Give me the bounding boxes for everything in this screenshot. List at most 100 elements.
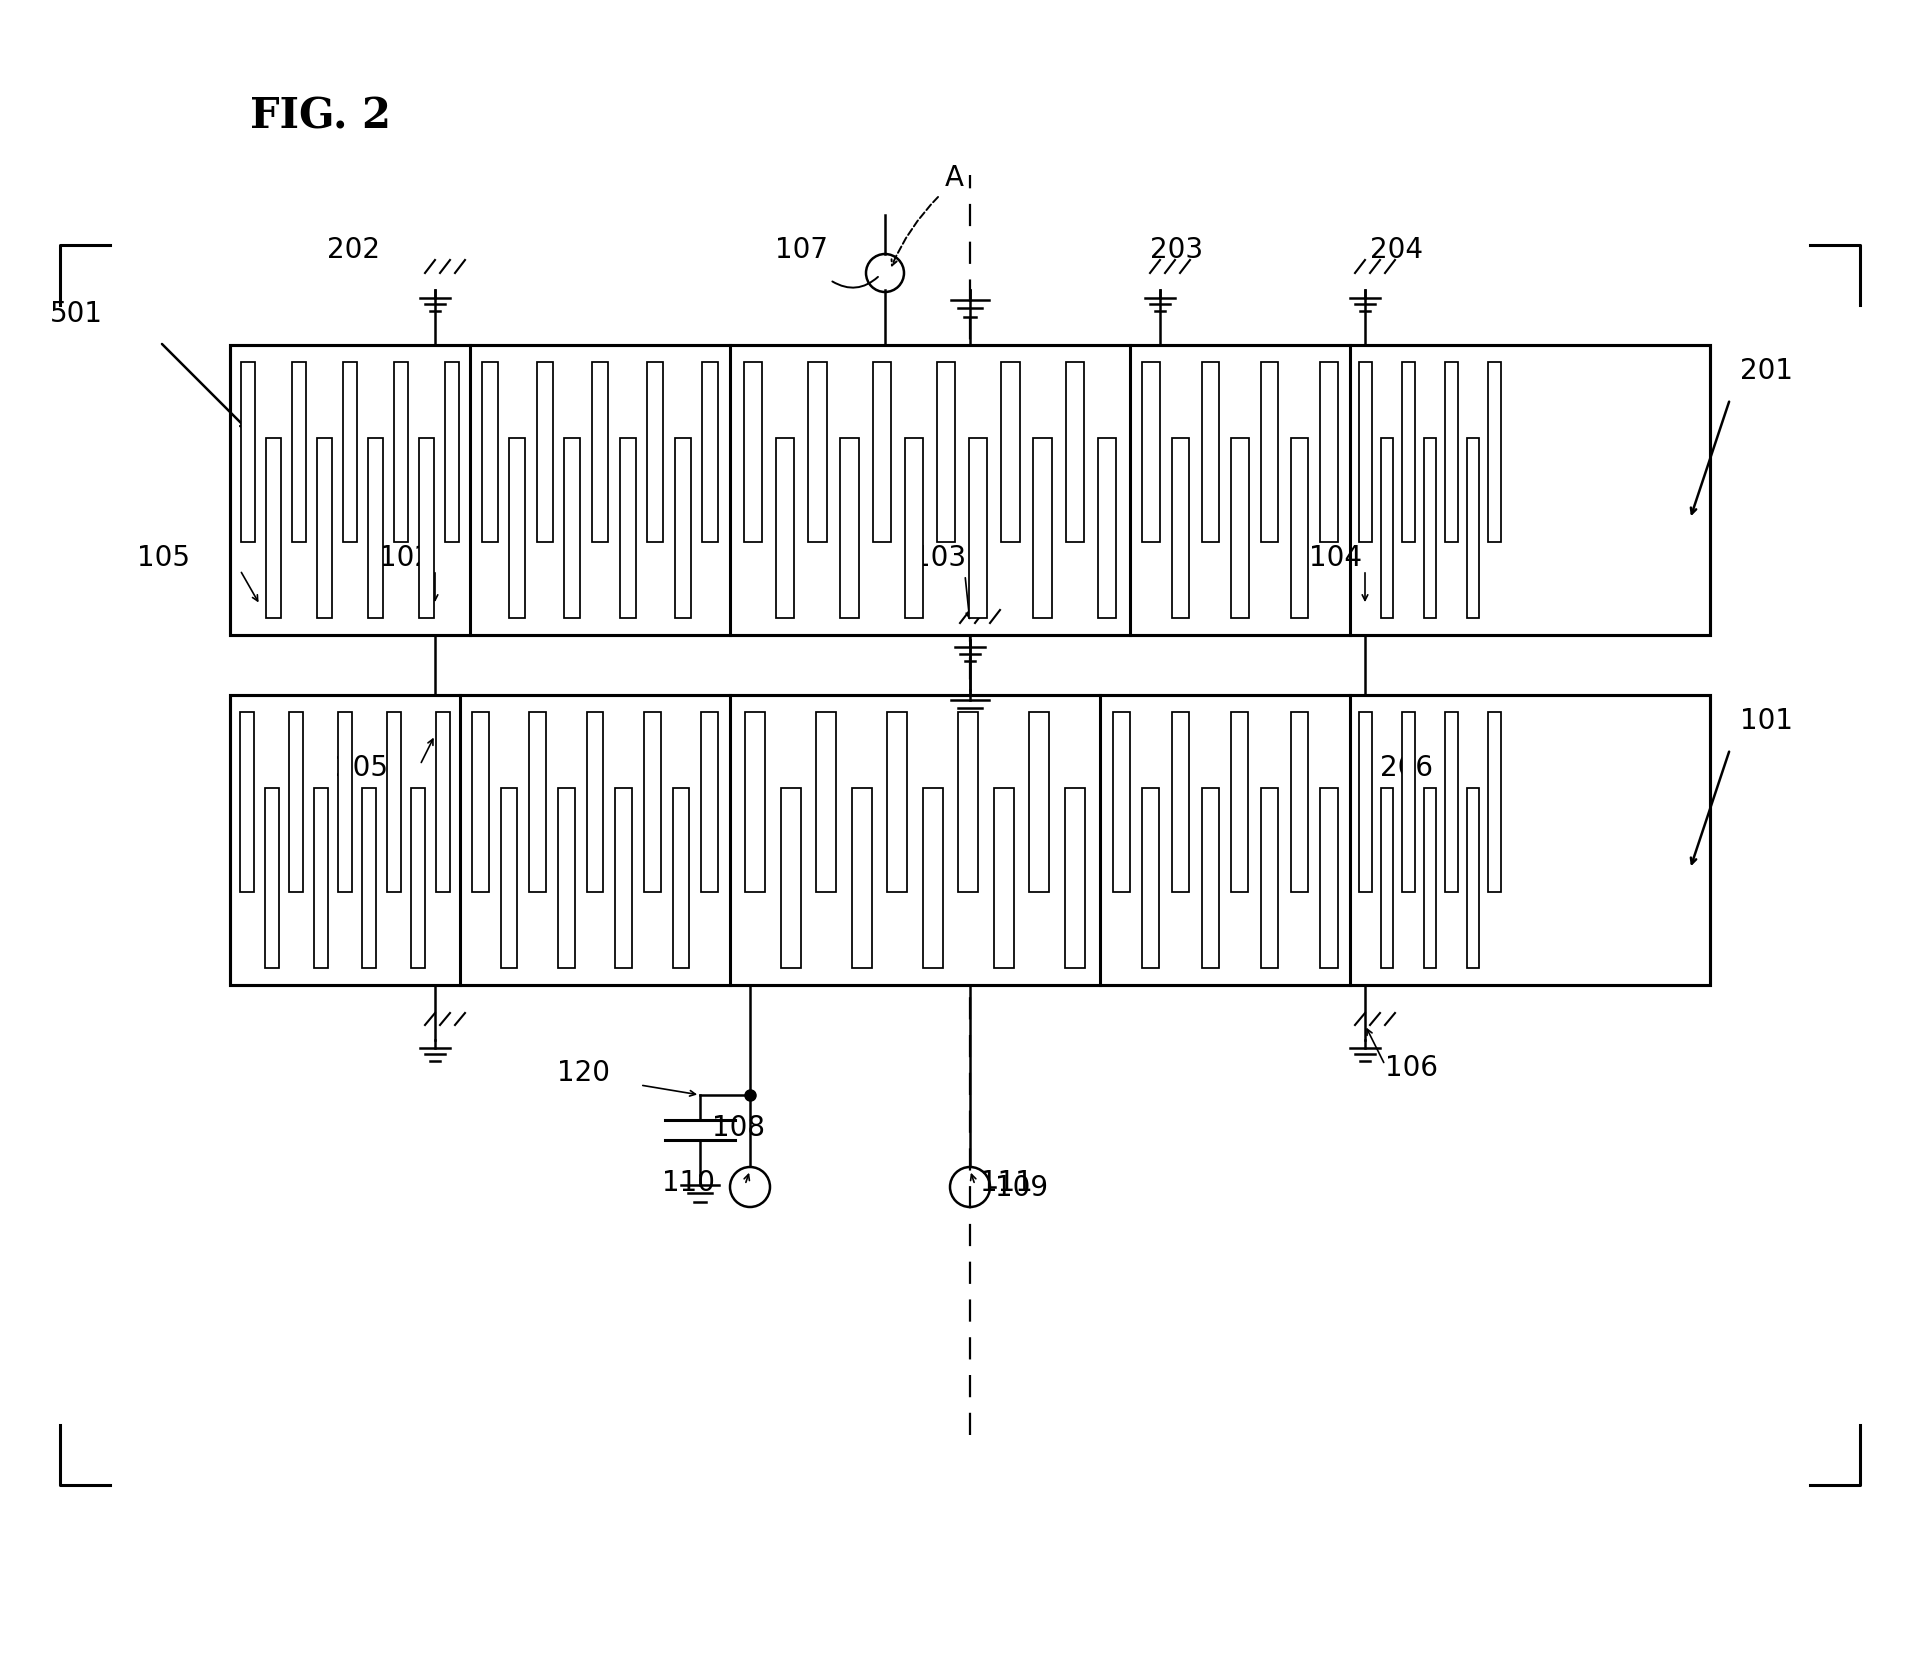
Bar: [1201, 362, 1219, 543]
Bar: [436, 713, 449, 892]
Bar: [1130, 346, 1349, 636]
Text: 102: 102: [378, 544, 432, 571]
Bar: [344, 362, 357, 543]
Bar: [230, 346, 1710, 636]
Bar: [904, 439, 923, 619]
Bar: [1232, 439, 1249, 619]
Bar: [1380, 439, 1393, 619]
Bar: [230, 346, 470, 636]
Bar: [745, 362, 762, 543]
Bar: [1445, 713, 1458, 892]
Text: 202: 202: [326, 237, 380, 263]
Bar: [873, 362, 890, 543]
Bar: [1466, 788, 1480, 968]
Bar: [240, 713, 255, 892]
Bar: [1201, 788, 1219, 968]
Bar: [564, 439, 580, 619]
Bar: [445, 362, 459, 543]
Bar: [675, 439, 691, 619]
Bar: [1359, 713, 1372, 892]
Bar: [388, 713, 401, 892]
Bar: [509, 439, 526, 619]
Bar: [1065, 362, 1084, 543]
Bar: [338, 713, 351, 892]
Bar: [1029, 713, 1050, 892]
Text: 120: 120: [557, 1058, 610, 1086]
Bar: [1113, 713, 1130, 892]
Text: 104: 104: [1309, 544, 1361, 571]
Bar: [1320, 788, 1338, 968]
Bar: [558, 788, 574, 968]
Bar: [1098, 439, 1117, 619]
Bar: [994, 788, 1013, 968]
Text: 107: 107: [775, 237, 827, 263]
Bar: [969, 439, 988, 619]
Bar: [645, 713, 660, 892]
Bar: [1424, 788, 1435, 968]
Bar: [1466, 439, 1480, 619]
Text: 111: 111: [981, 1168, 1032, 1197]
Text: 206: 206: [1380, 753, 1433, 781]
Bar: [317, 439, 332, 619]
Bar: [472, 713, 489, 892]
Bar: [1065, 788, 1084, 968]
Bar: [1100, 695, 1349, 985]
Bar: [1403, 362, 1414, 543]
Bar: [230, 695, 1710, 985]
Bar: [393, 362, 409, 543]
Bar: [1403, 713, 1414, 892]
Text: 203: 203: [1149, 237, 1203, 263]
Bar: [470, 346, 729, 636]
Text: 501: 501: [50, 300, 104, 328]
Bar: [1349, 346, 1510, 636]
Bar: [230, 695, 461, 985]
Bar: [1445, 362, 1458, 543]
Bar: [1359, 362, 1372, 543]
Text: A: A: [944, 164, 963, 192]
Bar: [461, 695, 729, 985]
Bar: [674, 788, 689, 968]
Bar: [729, 346, 1130, 636]
Bar: [958, 713, 979, 892]
Bar: [1142, 362, 1159, 543]
Bar: [816, 713, 837, 892]
Bar: [841, 439, 858, 619]
Bar: [1489, 362, 1501, 543]
Bar: [1489, 713, 1501, 892]
Bar: [887, 713, 908, 892]
Bar: [530, 713, 545, 892]
Bar: [537, 362, 553, 543]
Bar: [808, 362, 827, 543]
Bar: [1320, 362, 1338, 543]
Bar: [1349, 695, 1510, 985]
Text: 204: 204: [1370, 237, 1424, 263]
Bar: [230, 695, 1710, 985]
Bar: [1173, 713, 1190, 892]
Bar: [593, 362, 608, 543]
Bar: [290, 713, 303, 892]
Bar: [852, 788, 871, 968]
Bar: [501, 788, 518, 968]
Text: 110: 110: [662, 1168, 716, 1197]
Text: FIG. 2: FIG. 2: [249, 96, 391, 137]
Bar: [620, 439, 635, 619]
Bar: [936, 362, 956, 543]
Bar: [923, 788, 942, 968]
Bar: [240, 362, 255, 543]
Text: 201: 201: [1741, 357, 1792, 384]
Bar: [313, 788, 328, 968]
Bar: [1034, 439, 1052, 619]
Bar: [1173, 439, 1190, 619]
Text: 205: 205: [336, 753, 388, 781]
Bar: [775, 439, 794, 619]
Bar: [587, 713, 603, 892]
Bar: [1291, 439, 1309, 619]
Bar: [700, 713, 718, 892]
Bar: [265, 788, 278, 968]
Bar: [1380, 788, 1393, 968]
Bar: [616, 788, 631, 968]
Bar: [1291, 713, 1309, 892]
Bar: [230, 346, 1710, 636]
Text: 101: 101: [1741, 707, 1792, 735]
Bar: [647, 362, 664, 543]
